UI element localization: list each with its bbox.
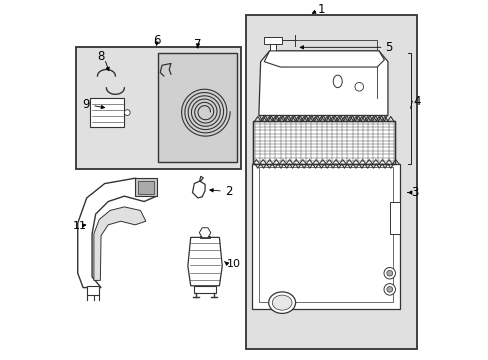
Bar: [251, 164, 400, 309]
Polygon shape: [199, 228, 210, 238]
Circle shape: [201, 228, 209, 237]
Text: 7: 7: [194, 38, 201, 51]
Bar: [158, 53, 237, 162]
Polygon shape: [86, 286, 99, 296]
Text: 6: 6: [153, 33, 160, 47]
Polygon shape: [270, 44, 276, 62]
Polygon shape: [135, 178, 156, 196]
Polygon shape: [264, 37, 282, 44]
Polygon shape: [90, 98, 124, 127]
Text: 9: 9: [82, 98, 89, 111]
Ellipse shape: [272, 295, 291, 310]
Ellipse shape: [333, 75, 342, 87]
Bar: [253, 121, 394, 164]
Circle shape: [383, 267, 395, 279]
Polygon shape: [78, 178, 156, 288]
Polygon shape: [389, 202, 400, 234]
Polygon shape: [258, 51, 387, 116]
Circle shape: [354, 82, 363, 91]
Text: 10: 10: [227, 259, 241, 269]
Circle shape: [383, 284, 395, 295]
Circle shape: [386, 270, 392, 276]
Text: 5: 5: [385, 41, 392, 54]
Circle shape: [386, 287, 392, 292]
Polygon shape: [194, 286, 215, 293]
Bar: [76, 47, 241, 169]
Text: 1: 1: [317, 3, 325, 16]
Polygon shape: [138, 181, 153, 194]
Polygon shape: [192, 181, 204, 198]
Bar: [246, 15, 416, 348]
Text: 3: 3: [410, 186, 418, 199]
Text: 4: 4: [412, 95, 420, 108]
Text: 8: 8: [97, 50, 104, 63]
Polygon shape: [94, 207, 145, 280]
Text: 2: 2: [224, 185, 232, 198]
Polygon shape: [264, 51, 384, 67]
Ellipse shape: [124, 110, 130, 116]
Polygon shape: [187, 237, 222, 286]
Text: 11: 11: [73, 221, 87, 231]
Bar: [253, 121, 394, 164]
Bar: [258, 167, 392, 302]
Ellipse shape: [268, 292, 295, 314]
